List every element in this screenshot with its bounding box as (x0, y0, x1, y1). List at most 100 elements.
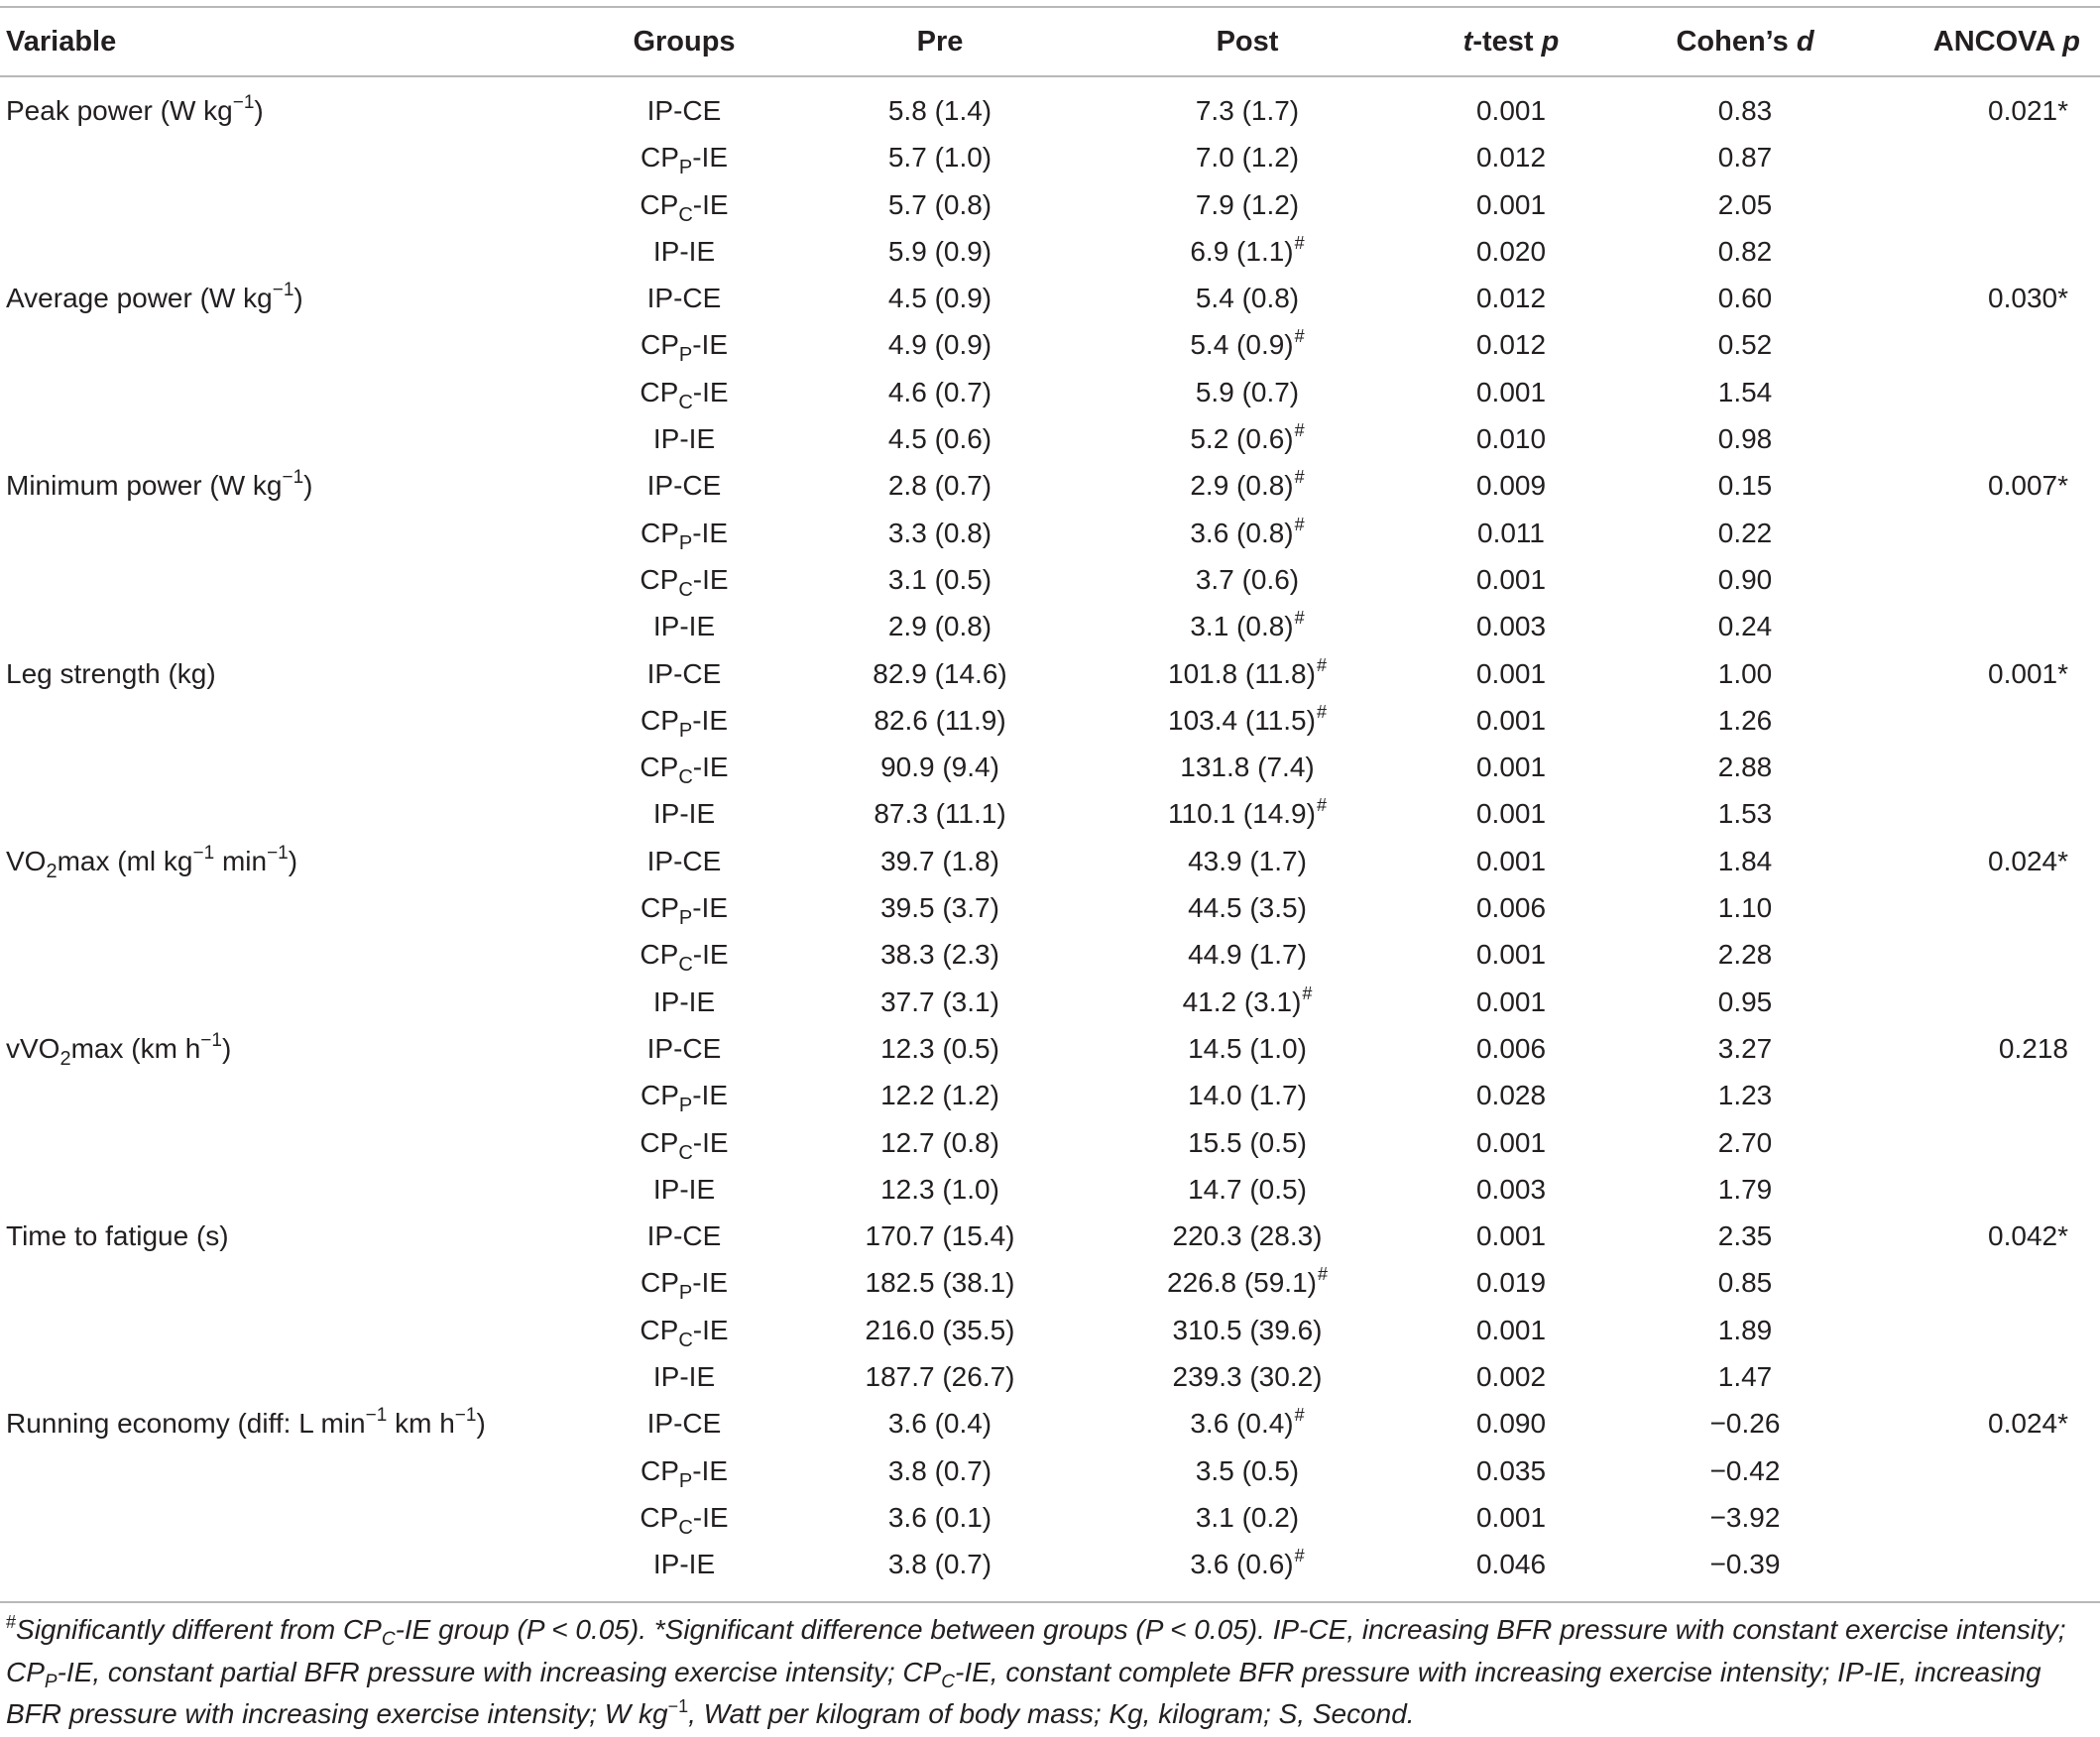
table-row: CPC-IE 3.6 (0.1) 3.1 (0.2) 0.001 −3.92 (0, 1494, 2100, 1541)
header-cohens-label: Cohen’s (1676, 26, 1797, 58)
post-value: 3.1 (0.2) (1196, 1494, 1299, 1541)
ttest-p-value: 0.001 (1475, 752, 1547, 783)
significance-mark: # (1316, 654, 1327, 675)
cohens-d-value: 0.82 (1717, 235, 1773, 267)
pre-value: 3.3 (0.8) (887, 517, 992, 548)
pre-value: 4.6 (0.7) (887, 376, 992, 407)
post-value-text: 5.4 (0.9) (1190, 329, 1294, 361)
post-value: 103.4 (11.5)# (1168, 697, 1327, 744)
post-value-text: 131.8 (7.4) (1180, 752, 1315, 783)
table-row: IP-IE 2.9 (0.8) 3.1 (0.8)# 0.003 0.24 (0, 603, 2100, 649)
group-label: CPP-IE (641, 321, 728, 368)
text-segment: vVO (6, 1032, 60, 1064)
pre-value: 82.9 (14.6) (873, 657, 1007, 689)
cohens-d-value: 2.05 (1717, 188, 1773, 220)
pre-value: 3.8 (0.7) (887, 1549, 992, 1580)
table-row: Minimum power (W kg−1) 0.007* IP-CE 2.8 (0.… (0, 462, 2100, 509)
table-row: vVO2max (km h−1) 0.218 IP-CE 12.3 (0.5) 14.5… (0, 1025, 2100, 1072)
group-label: CPC-IE (640, 1494, 728, 1541)
pre-value: 2.8 (0.7) (887, 470, 992, 502)
post-value-text: 5.9 (0.7) (1195, 376, 1300, 407)
text-segment: max (km h (70, 1032, 201, 1064)
pre-value: 12.3 (0.5) (880, 1032, 999, 1064)
cohens-d-value: −3.92 (1709, 1501, 1781, 1533)
table-row: CPP-IE 82.6 (11.9) 103.4 (11.5)# 0.001 1.26 (0, 697, 2100, 744)
group-label: IP-IE (652, 423, 716, 455)
post-value: 6.9 (1.1)# (1190, 228, 1304, 275)
group-subscript: C (678, 766, 693, 789)
group-label: CPC-IE (640, 1307, 728, 1353)
group-label: CPP-IE (641, 697, 728, 744)
cohens-d-value: 1.89 (1717, 1314, 1773, 1345)
superscript: −1 (267, 842, 289, 864)
post-value: 3.6 (0.8)# (1190, 510, 1304, 556)
table-row: IP-IE 87.3 (11.1) 110.1 (14.9)# 0.001 1.53 (0, 790, 2100, 837)
table-bottom-rule (0, 1601, 2100, 1603)
pre-value: 39.5 (3.7) (880, 892, 999, 924)
significance-mark: # (1294, 232, 1305, 253)
pre-value: 216.0 (35.5) (865, 1314, 1015, 1345)
superscript: −1 (667, 1696, 689, 1716)
post-value: 14.5 (1.0) (1188, 1025, 1307, 1072)
table-row: Running economy (diff: L min−1 km h−1) 0.… (0, 1400, 2100, 1447)
group-subscript: C (678, 1516, 693, 1539)
group-prefix: CP (640, 1080, 679, 1111)
pre-value: 182.5 (38.1) (865, 1267, 1015, 1299)
cohens-d-value: 0.83 (1717, 95, 1773, 126)
variable-name: VO2max (ml kg−1 min−1) (6, 838, 297, 884)
table-row: IP-IE 5.9 (0.9) 6.9 (1.1)# 0.020 0.82 (0, 228, 2100, 275)
table-row: CPC-IE 90.9 (9.4) 131.8 (7.4) 0.001 2.88 (0, 744, 2100, 790)
post-value-text: 14.5 (1.0) (1188, 1032, 1307, 1064)
group-prefix: CP (640, 376, 679, 407)
table-row: Leg strength (kg) 0.001* IP-CE 82.9 (14.6) 1… (0, 650, 2100, 697)
group-label: CPP-IE (641, 1448, 728, 1494)
cohens-d-value: 1.79 (1717, 1173, 1773, 1205)
header-ancova-label: ANCOVA (1932, 26, 2063, 58)
post-value: 226.8 (59.1)# (1167, 1259, 1328, 1306)
cohens-d-value: 1.84 (1717, 845, 1773, 876)
group-prefix: CP (640, 329, 679, 361)
group-subscript: P (678, 531, 693, 554)
variable-name: Peak power (W kg−1) (6, 87, 264, 134)
ancova-p-value: 0.218 (1998, 1032, 2068, 1064)
group-suffix: -IE (692, 939, 729, 971)
post-value: 239.3 (30.2) (1173, 1353, 1323, 1400)
subscript: 2 (59, 1047, 71, 1070)
post-value-text: 44.9 (1.7) (1188, 939, 1307, 971)
pre-value: 3.6 (0.1) (887, 1501, 992, 1533)
cohens-d-value: 0.60 (1717, 283, 1773, 314)
group-prefix: CP (640, 704, 679, 736)
group-label: IP-CE (646, 470, 722, 502)
table-row: IP-IE 12.3 (1.0) 14.7 (0.5) 0.003 1.79 (0, 1166, 2100, 1213)
group-label: CPC-IE (640, 1119, 728, 1166)
post-value-text: 103.4 (11.5) (1168, 704, 1316, 736)
post-value: 3.7 (0.6) (1196, 556, 1299, 603)
table-row: CPP-IE 39.5 (3.7) 44.5 (3.5) 0.006 1.10 (0, 884, 2100, 931)
group-prefix: CP (640, 142, 679, 174)
pre-value: 5.7 (1.0) (887, 142, 992, 174)
pre-value: 187.7 (26.7) (865, 1361, 1015, 1393)
table-row: IP-IE 3.8 (0.7) 3.6 (0.6)# 0.046 −0.39 (0, 1541, 2100, 1587)
ttest-p-value: 0.001 (1475, 376, 1547, 407)
group-subscript: C (678, 578, 693, 601)
pre-value: 4.9 (0.9) (887, 329, 992, 361)
ancova-p-value: 0.042* (1988, 1220, 2068, 1252)
post-value-text: 43.9 (1.7) (1188, 845, 1307, 876)
post-value-text: 44.5 (3.5) (1188, 892, 1307, 924)
post-value: 3.5 (0.5) (1196, 1448, 1299, 1494)
cohens-d-value: 0.98 (1717, 423, 1773, 455)
significance-mark: # (1317, 1264, 1329, 1285)
group-prefix: CP (640, 1314, 679, 1345)
post-value-text: 3.7 (0.6) (1195, 563, 1300, 595)
ttest-p-value: 0.001 (1475, 563, 1547, 595)
group-label: CPC-IE (640, 369, 728, 415)
ttest-p-value: 0.020 (1475, 235, 1547, 267)
header-ttest-rest: -test (1472, 26, 1542, 58)
cohens-d-value: 0.15 (1717, 470, 1773, 502)
post-value: 110.1 (14.9)# (1168, 790, 1327, 837)
group-subscript: P (678, 1469, 693, 1492)
group-suffix: -IE (692, 188, 729, 220)
pre-value: 12.2 (1.2) (880, 1080, 999, 1111)
cohens-d-value: 0.87 (1717, 142, 1773, 174)
cohens-d-value: 0.52 (1717, 329, 1773, 361)
